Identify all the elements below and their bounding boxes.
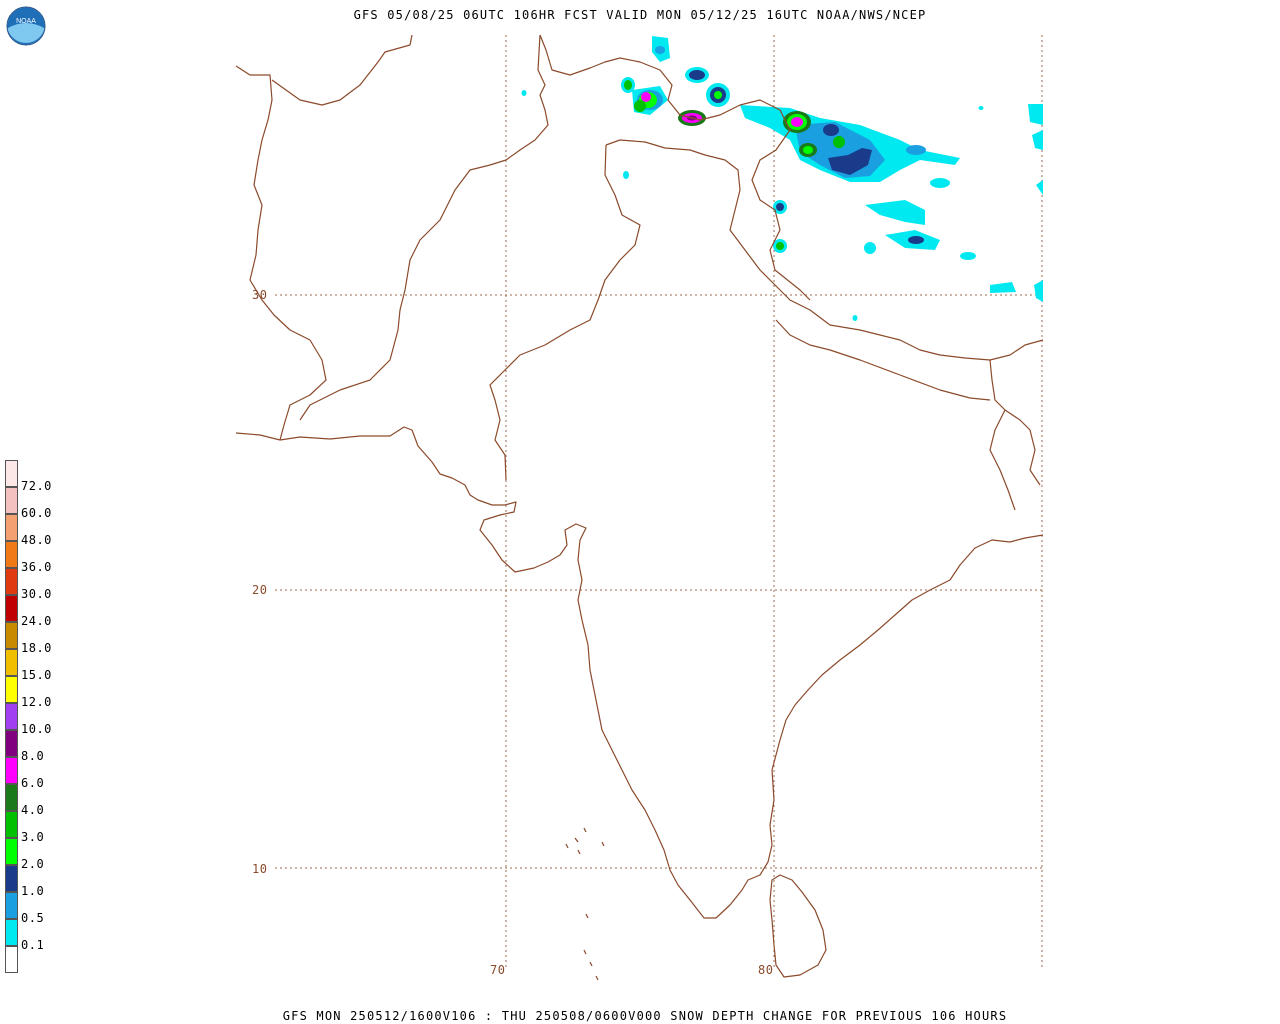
legend-label: 0.5 [21, 911, 45, 925]
legend-box [5, 487, 18, 514]
legend-label: 24.0 [21, 614, 52, 628]
legend-box [5, 865, 18, 892]
legend-label: 15.0 [21, 668, 52, 682]
lat-label-10: 10 [252, 862, 268, 876]
lat-label-30: 30 [252, 288, 268, 302]
legend-box [5, 514, 18, 541]
color-legend: 72.0 60.0 48.0 36.0 30.0 24.0 18.0 15.0 12.0 10.0… [5, 460, 65, 973]
legend-label: 4.0 [21, 803, 45, 817]
legend-box [5, 649, 18, 676]
legend-box [5, 676, 18, 703]
legend-label: 6.0 [21, 776, 45, 790]
coastline-and-borders [235, 34, 1044, 981]
legend-box [5, 946, 18, 973]
legend-box [5, 541, 18, 568]
legend-label: 36.0 [21, 560, 52, 574]
lon-label-70: 70 [490, 963, 506, 977]
map-title: GFS 05/08/25 06UTC 106HR FCST VALID MON … [353, 8, 927, 22]
legend-label: 18.0 [21, 641, 52, 655]
noaa-logo-icon: NOAA [6, 6, 46, 46]
legend-box [5, 622, 18, 649]
legend-box [5, 757, 18, 784]
legend-label: 2.0 [21, 857, 45, 871]
legend-box [5, 784, 18, 811]
legend-box [5, 811, 18, 838]
map-gridlines [275, 35, 1043, 968]
legend-label: 60.0 [21, 506, 52, 520]
legend-box [5, 730, 18, 757]
legend-box-top [5, 460, 18, 487]
legend-box [5, 838, 18, 865]
legend-box [5, 919, 18, 946]
legend-label: 0.1 [21, 938, 45, 952]
legend-box [5, 568, 18, 595]
lon-label-80: 80 [758, 963, 774, 977]
legend-label: 48.0 [21, 533, 52, 547]
lat-label-20: 20 [252, 583, 268, 597]
legend-label: 8.0 [21, 749, 45, 763]
legend-box [5, 892, 18, 919]
legend-box [5, 703, 18, 730]
legend-label: 1.0 [21, 884, 45, 898]
snow-depth-fields [521, 36, 1043, 321]
svg-text:NOAA: NOAA [16, 18, 36, 25]
legend-label: 3.0 [21, 830, 45, 844]
legend-label: 12.0 [21, 695, 52, 709]
legend-label: 30.0 [21, 587, 52, 601]
map-caption: GFS MON 250512/1600V106 : THU 250508/060… [282, 1009, 1008, 1023]
legend-label: 72.0 [21, 479, 52, 493]
legend-box [5, 595, 18, 622]
legend-label: 10.0 [21, 722, 52, 736]
